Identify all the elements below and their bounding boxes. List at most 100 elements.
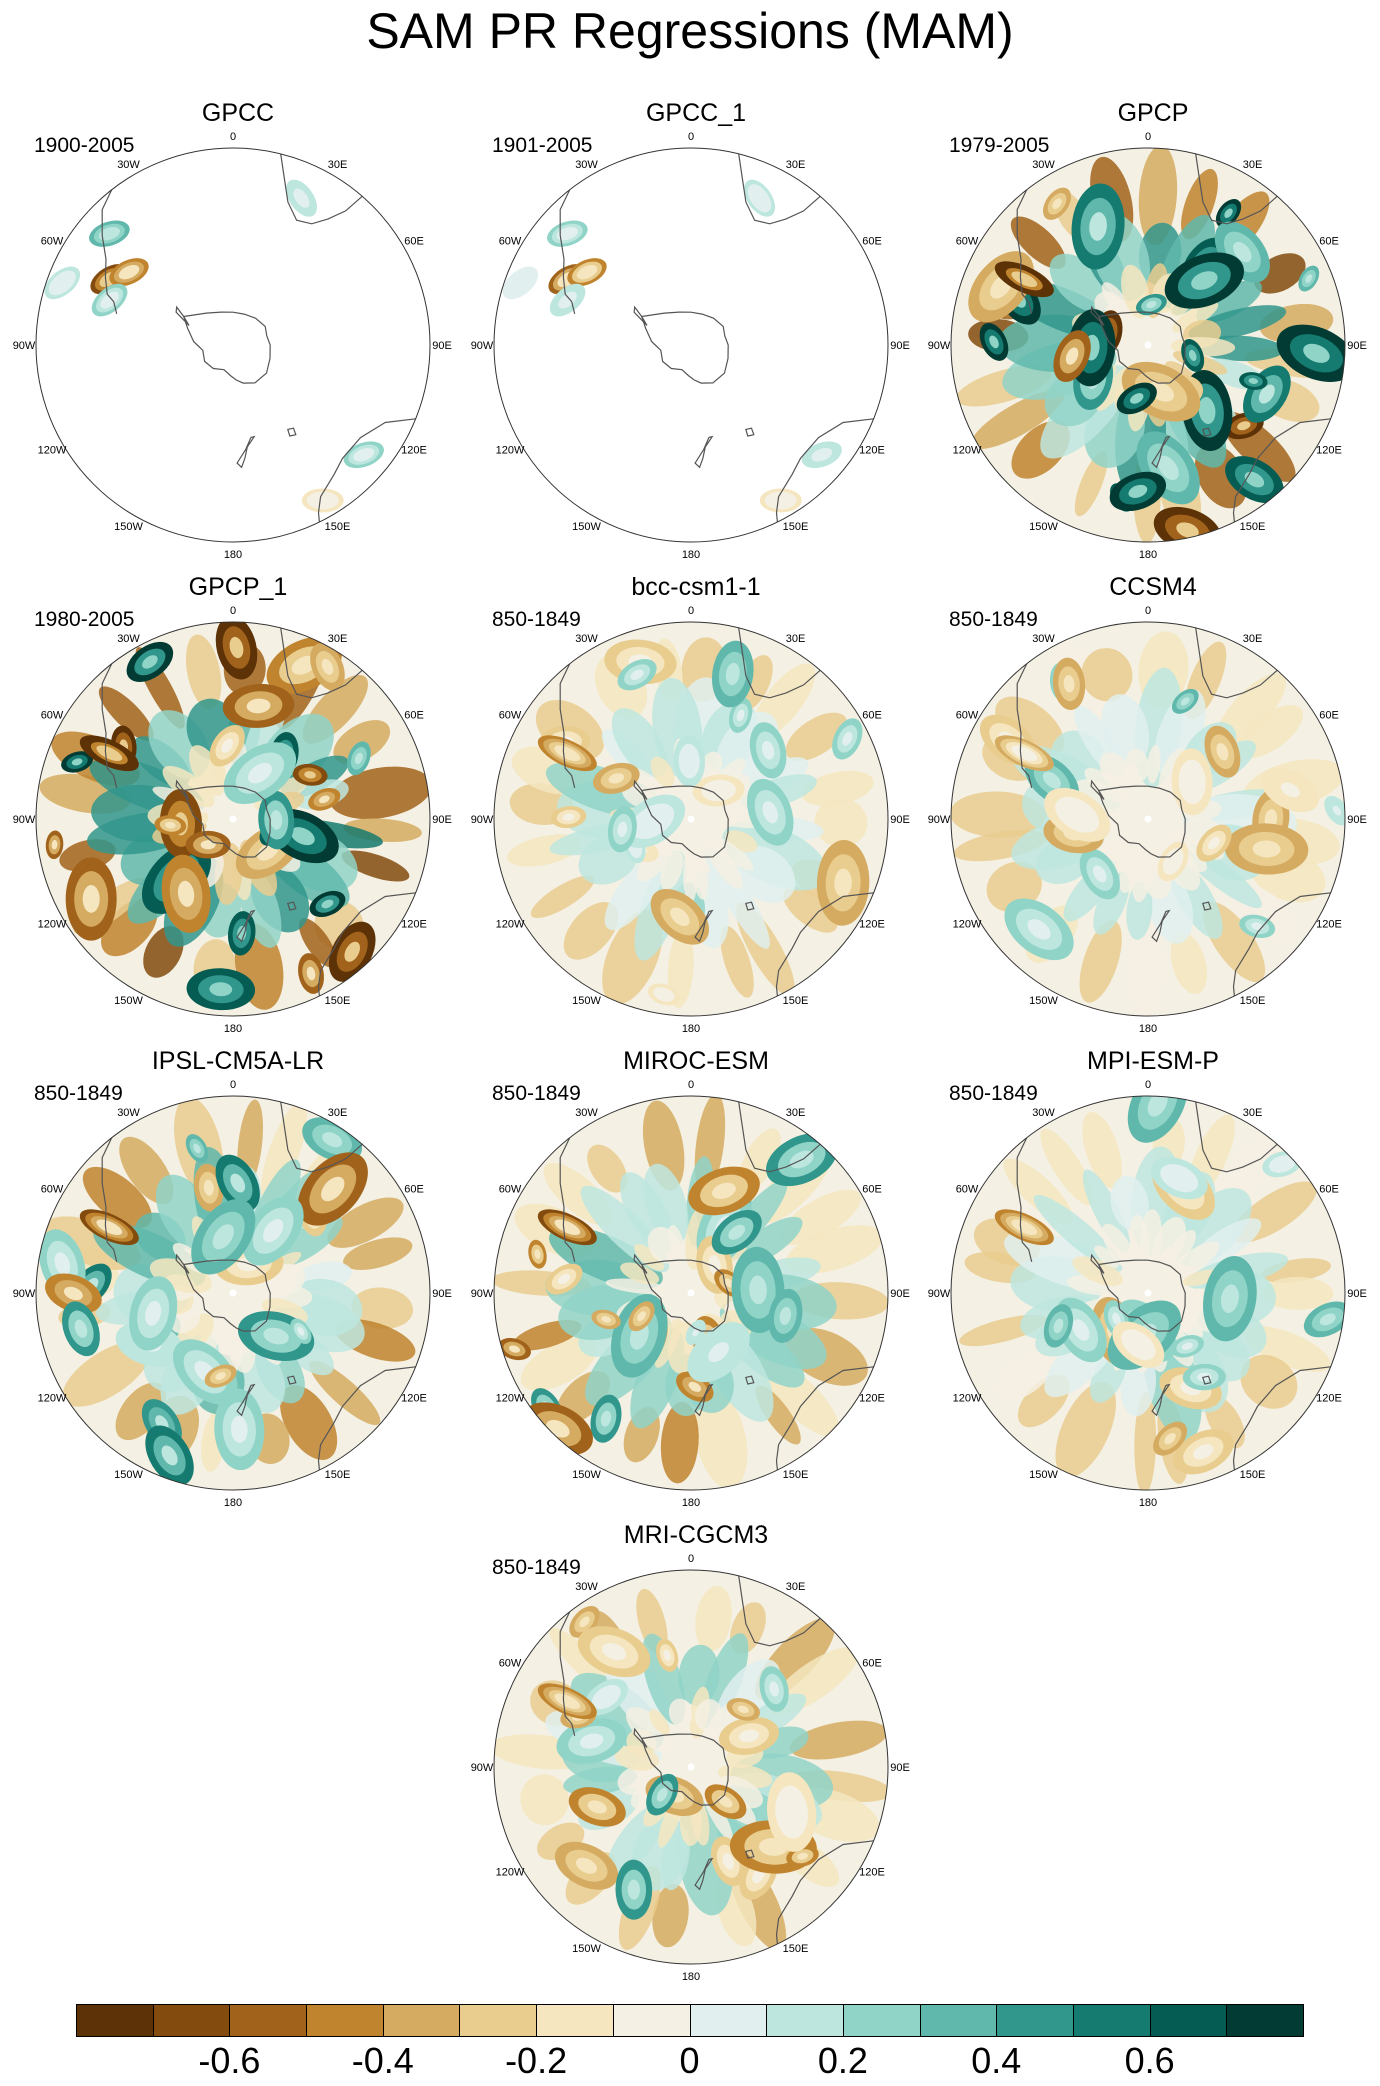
polar-map: 0 30E 60E 90E 120E 150E 180 150W 120W 90W 60W 30W bbox=[13, 131, 452, 561]
polar-map: 0 30E 60E 90E 120E 150E 180 150W 120W 90W 60W 30W bbox=[13, 1079, 452, 1509]
lon-label-ssw: 150W bbox=[1029, 1469, 1058, 1481]
lon-label-wsw: 120W bbox=[38, 919, 67, 931]
lon-label-ene: 60E bbox=[404, 1184, 424, 1196]
lon-label-ese: 120E bbox=[859, 1867, 885, 1879]
lon-label-s: 180 bbox=[682, 1497, 700, 1509]
coastline-australia bbox=[1232, 1366, 1331, 1471]
lon-label-w: 90W bbox=[13, 1288, 36, 1300]
lon-label-ese: 120E bbox=[401, 919, 427, 931]
coastlines bbox=[101, 153, 416, 523]
coastline-australia bbox=[775, 418, 874, 523]
pole-marker bbox=[229, 341, 237, 349]
panel-title: MPI-ESM-P bbox=[1087, 1047, 1219, 1075]
coastline-southAmerica bbox=[101, 663, 118, 788]
lon-label-sse: 150E bbox=[783, 521, 809, 533]
lon-label-e: 90E bbox=[890, 340, 910, 352]
coastline-tasmania bbox=[745, 1849, 755, 1859]
coastline-tasmania bbox=[287, 427, 297, 437]
coastline-antarctica bbox=[640, 311, 729, 384]
lon-label-s: 180 bbox=[224, 549, 242, 561]
coastline-australia bbox=[775, 1366, 874, 1471]
panel-title: GPCC_1 bbox=[645, 99, 747, 127]
colorbar-swatch bbox=[919, 2004, 998, 2037]
lon-label-w: 90W bbox=[928, 340, 951, 352]
panel-period: 850-1849 bbox=[949, 1082, 1038, 1105]
polar-map: 0 30E 60E 90E 120E 150E 180 150W 120W 90W 60W 30W bbox=[13, 605, 452, 1035]
pole-marker bbox=[229, 1289, 237, 1297]
lon-label-wnw: 60W bbox=[499, 1184, 522, 1196]
coastline-newZealand bbox=[236, 435, 256, 469]
lon-label-sse: 150E bbox=[325, 521, 351, 533]
colorbar-swatch bbox=[1072, 2004, 1151, 2037]
lon-label-sse: 150E bbox=[1240, 1469, 1266, 1481]
precip-anomaly-field bbox=[502, 179, 842, 513]
lon-label-wsw: 120W bbox=[496, 919, 525, 931]
colorbar-tick-label: 0 bbox=[679, 2040, 700, 2081]
coastline-southAmerica bbox=[1016, 663, 1033, 788]
panel-title: MIROC-ESM bbox=[623, 1047, 769, 1075]
pole-marker bbox=[1144, 341, 1152, 349]
lon-label-nne: 30E bbox=[1243, 633, 1263, 645]
colorbar bbox=[76, 2004, 1304, 2039]
lon-label-n: 0 bbox=[688, 1079, 694, 1091]
polar-map: 0 30E 60E 90E 120E 150E 180 150W 120W 90W 60W 30W bbox=[471, 131, 910, 561]
lon-label-w: 90W bbox=[928, 814, 951, 826]
coastline-newZealand bbox=[694, 909, 714, 943]
coastline-peninsula bbox=[1090, 1253, 1105, 1274]
lon-label-nne: 30E bbox=[786, 633, 806, 645]
map-border bbox=[35, 621, 431, 1017]
panel-title: IPSL-CM5A-LR bbox=[151, 1047, 325, 1075]
polar-map: 0 30E 60E 90E 120E 150E 180 150W 120W 90W 60W 30W bbox=[928, 1079, 1367, 1509]
coastline-antarctica bbox=[640, 785, 729, 858]
coastline-australia bbox=[1232, 418, 1331, 523]
lon-label-wnw: 60W bbox=[41, 1184, 64, 1196]
colorbar-swatch bbox=[766, 2004, 844, 2037]
coastlines bbox=[559, 153, 874, 523]
lon-label-e: 90E bbox=[1347, 1288, 1367, 1300]
colorbar-swatch bbox=[382, 2004, 461, 2037]
coastline-southAmerica bbox=[559, 189, 576, 314]
precip-anomaly-field bbox=[494, 1570, 888, 1964]
coastline-africa bbox=[1195, 1101, 1278, 1173]
colorbar-swatch bbox=[459, 2004, 538, 2037]
coastline-peninsula bbox=[1090, 305, 1105, 326]
coastline-peninsula bbox=[633, 779, 648, 800]
coastline-tasmania bbox=[287, 1375, 297, 1385]
lon-label-ene: 60E bbox=[862, 1658, 882, 1670]
map-border bbox=[950, 1095, 1346, 1491]
lon-label-ssw: 150W bbox=[114, 1469, 143, 1481]
coastline-australia bbox=[317, 418, 416, 523]
lon-label-ese: 120E bbox=[1316, 445, 1342, 457]
coastline-antarctica bbox=[1097, 1259, 1186, 1332]
lon-label-wnw: 60W bbox=[956, 1184, 979, 1196]
lon-label-sse: 150E bbox=[783, 1469, 809, 1481]
polar-map: 0 30E 60E 90E 120E 150E 180 150W 120W 90W 60W 30W bbox=[471, 1079, 910, 1509]
polar-map: 0 30E 60E 90E 120E 150E 180 150W 120W 90W 60W 30W bbox=[928, 605, 1367, 1035]
coastline-southAmerica bbox=[559, 663, 576, 788]
panel-title: GPCC bbox=[201, 99, 275, 127]
lon-label-wsw: 120W bbox=[496, 1867, 525, 1879]
lon-label-ene: 60E bbox=[862, 710, 882, 722]
coastline-southAmerica bbox=[101, 1137, 118, 1262]
colorbar-tick-label: -0.6 bbox=[198, 2040, 261, 2081]
panel-period: 1980-2005 bbox=[34, 608, 135, 631]
polar-map: 0 30E 60E 90E 120E 150E 180 150W 120W 90W 60W 30W bbox=[928, 131, 1367, 561]
pole-marker bbox=[1144, 815, 1152, 823]
coastline-australia bbox=[775, 892, 874, 997]
coastline-antarctica bbox=[182, 1259, 271, 1332]
map-panel: 0 30E 60E 90E 120E 150E 180 150W 120W 90W 60W 30W CC… bbox=[928, 572, 1368, 1035]
panel-period: 1979-2005 bbox=[949, 134, 1050, 157]
lon-label-s: 180 bbox=[682, 549, 700, 561]
colorbar-swatch bbox=[842, 2004, 921, 2037]
lon-label-ese: 120E bbox=[1316, 1393, 1342, 1405]
colorbar-tick-label: -0.2 bbox=[505, 2040, 568, 2081]
lon-label-sse: 150E bbox=[1240, 995, 1266, 1007]
panel-title: GPCP bbox=[1117, 99, 1189, 127]
coastlines bbox=[559, 1101, 874, 1471]
panel-period: 850-1849 bbox=[949, 608, 1038, 631]
lon-label-ssw: 150W bbox=[114, 995, 143, 1007]
lon-label-wsw: 120W bbox=[496, 1393, 525, 1405]
coastline-australia bbox=[775, 1840, 874, 1945]
lon-label-n: 0 bbox=[688, 605, 694, 617]
figure-title: SAM PR Regressions (MAM) bbox=[366, 3, 1014, 59]
